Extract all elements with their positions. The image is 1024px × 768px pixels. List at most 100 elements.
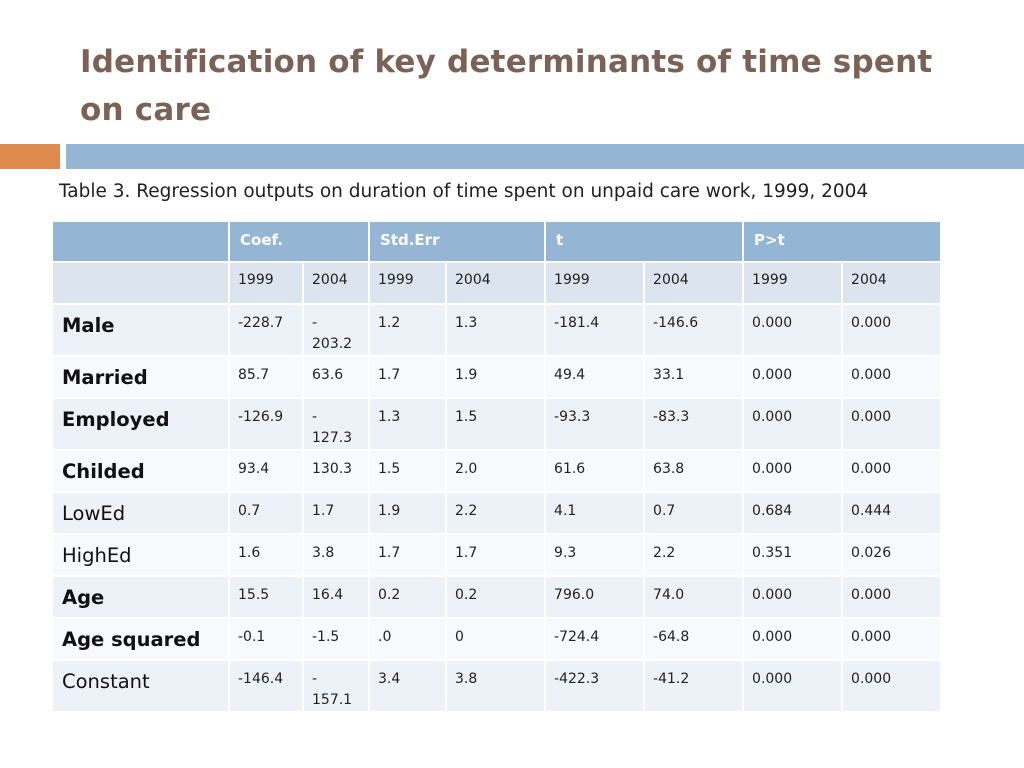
accent-bar-blue — [66, 144, 1024, 169]
table-cell: 49.4 — [546, 357, 644, 397]
table-cell: 1.3 — [447, 305, 545, 355]
table-row: Married 85.7 63.6 1.7 1.9 49.4 33.1 0.000 0.000 — [53, 357, 941, 397]
table-cell: 0.000 — [744, 305, 842, 355]
table-cell: 0.000 — [744, 399, 842, 449]
table-row: Employed -126.9-127.3 1.3 1.5 -93.3 -83.3 0.00… — [53, 399, 941, 449]
table-row: LowEd 0.7 1.7 1.9 2.2 4.1 0.7 0.684 0.444 — [53, 493, 941, 533]
table-cell: 1.7 — [370, 535, 446, 575]
table-cell: -83.3 — [645, 399, 743, 449]
table-cell: 3.4 — [370, 661, 446, 711]
year-cell: 2004 — [447, 263, 545, 303]
table-row: Constant -146.4-157.1 3.4 3.8 -422.3 -41.2 0.0… — [53, 661, 941, 711]
table-cell: 0.7 — [645, 493, 743, 533]
row-label: LowEd — [53, 493, 228, 533]
table-cell: 0.351 — [744, 535, 842, 575]
table-cell: 1.6 — [230, 535, 302, 575]
year-header-row: 1999 2004 1999 2004 1999 2004 1999 2004 — [53, 263, 941, 303]
table-caption: Table 3. Regression outputs on duration … — [59, 181, 869, 202]
table-cell: 63.6 — [304, 357, 369, 397]
table-cell: 0 — [447, 619, 545, 659]
year-cell: 2004 — [304, 263, 369, 303]
table-cell: 0.000 — [843, 451, 941, 491]
regression-table: Coef. Std.Err t P>t 1999 2004 1999 2004 … — [51, 220, 942, 713]
table-cell: 1.5 — [370, 451, 446, 491]
year-cell: 2004 — [645, 263, 743, 303]
table-cell: 1.2 — [370, 305, 446, 355]
table-cell: 0.000 — [744, 661, 842, 711]
table-cell: 3.8 — [447, 661, 545, 711]
table-cell: 15.5 — [230, 577, 302, 617]
year-cell: 1999 — [546, 263, 644, 303]
table-cell: 0.000 — [843, 577, 941, 617]
table-cell: 0.684 — [744, 493, 842, 533]
table-cell: 0.444 — [843, 493, 941, 533]
table-cell: 0.000 — [843, 661, 941, 711]
year-cell: 1999 — [744, 263, 842, 303]
table-cell: 0.000 — [744, 451, 842, 491]
header-blank-cell — [53, 222, 228, 261]
year-cell: 2004 — [843, 263, 941, 303]
table-cell: 0.2 — [447, 577, 545, 617]
year-blank-cell — [53, 263, 228, 303]
header-std-err: Std.Err — [370, 222, 545, 261]
table-row: Age squared -0.1 -1.5.0 0 -724.4 -64.8 0.000 0.… — [53, 619, 941, 659]
row-label: Age — [53, 577, 228, 617]
slide-title: Identification of key determinants of ti… — [80, 44, 933, 128]
row-label: HighEd — [53, 535, 228, 575]
table-row: Age 15.5 16.4 0.2 0.2 796.0 74.0 0.000 0.000 — [53, 577, 941, 617]
table-cell: 0.000 — [843, 399, 941, 449]
table-cell: 1.5 — [447, 399, 545, 449]
table-cell: -146.6 — [645, 305, 743, 355]
group-header-row: Coef. Std.Err t P>t — [53, 222, 941, 261]
table-cell: 0.000 — [843, 619, 941, 659]
table-row: Male -228.7-203.2 1.2 1.3 -181.4 -146.6 0.000 0… — [53, 305, 941, 355]
table-cell: 1.9 — [370, 493, 446, 533]
table-cell: 4.1 — [546, 493, 644, 533]
table-cell: -228.7 — [230, 305, 302, 355]
row-label: Employed — [53, 399, 228, 449]
table-row: HighEd 1.6 3.8 1.7 1.7 9.3 2.2 0.351 0.026 — [53, 535, 941, 575]
table-cell: 1.7 — [370, 357, 446, 397]
table-cell: -41.2 — [645, 661, 743, 711]
header-coef: Coef. — [230, 222, 369, 261]
row-label: Married — [53, 357, 228, 397]
table-cell: 9.3 — [546, 535, 644, 575]
table-cell: 0.2 — [370, 577, 446, 617]
table-cell: -0.1 — [230, 619, 302, 659]
table-cell: 2.2 — [447, 493, 545, 533]
table-cell: 0.000 — [843, 357, 941, 397]
table-cell: 1.7 — [304, 493, 369, 533]
table-cell: -93.3 — [546, 399, 644, 449]
table-cell: 0.000 — [744, 577, 842, 617]
table-cell: 1.7 — [447, 535, 545, 575]
table-cell: -422.3 — [546, 661, 644, 711]
table-cell: 93.4 — [230, 451, 302, 491]
table-cell: 0.000 — [744, 357, 842, 397]
table-cell: 61.6 — [546, 451, 644, 491]
table-cell: 0.026 — [843, 535, 941, 575]
header-t: t — [546, 222, 743, 261]
table-cell: -203.2 — [304, 305, 369, 355]
row-label: Male — [53, 305, 228, 355]
table-cell: 1.3 — [370, 399, 446, 449]
table-cell: -157.1 — [304, 661, 369, 711]
table-cell: .0 — [370, 619, 446, 659]
table-cell: 33.1 — [645, 357, 743, 397]
year-cell: 1999 — [230, 263, 302, 303]
table-cell: 2.2 — [645, 535, 743, 575]
table-cell: -146.4 — [230, 661, 302, 711]
table-cell: 3.8 — [304, 535, 369, 575]
table-cell: 130.3 — [304, 451, 369, 491]
table-cell: 0.7 — [230, 493, 302, 533]
table-row: Childed 93.4 130.3 1.5 2.0 61.6 63.8 0.000 0.000 — [53, 451, 941, 491]
regression-table-container: Coef. Std.Err t P>t 1999 2004 1999 2004 … — [53, 222, 941, 711]
table-cell: -181.4 — [546, 305, 644, 355]
table-cell: 0.000 — [843, 305, 941, 355]
table-cell: -126.9 — [230, 399, 302, 449]
table-cell: 85.7 — [230, 357, 302, 397]
accent-bar-orange — [0, 144, 60, 169]
table-cell: 74.0 — [645, 577, 743, 617]
table-cell: -724.4 — [546, 619, 644, 659]
table-cell: -127.3 — [304, 399, 369, 449]
table-cell: 63.8 — [645, 451, 743, 491]
